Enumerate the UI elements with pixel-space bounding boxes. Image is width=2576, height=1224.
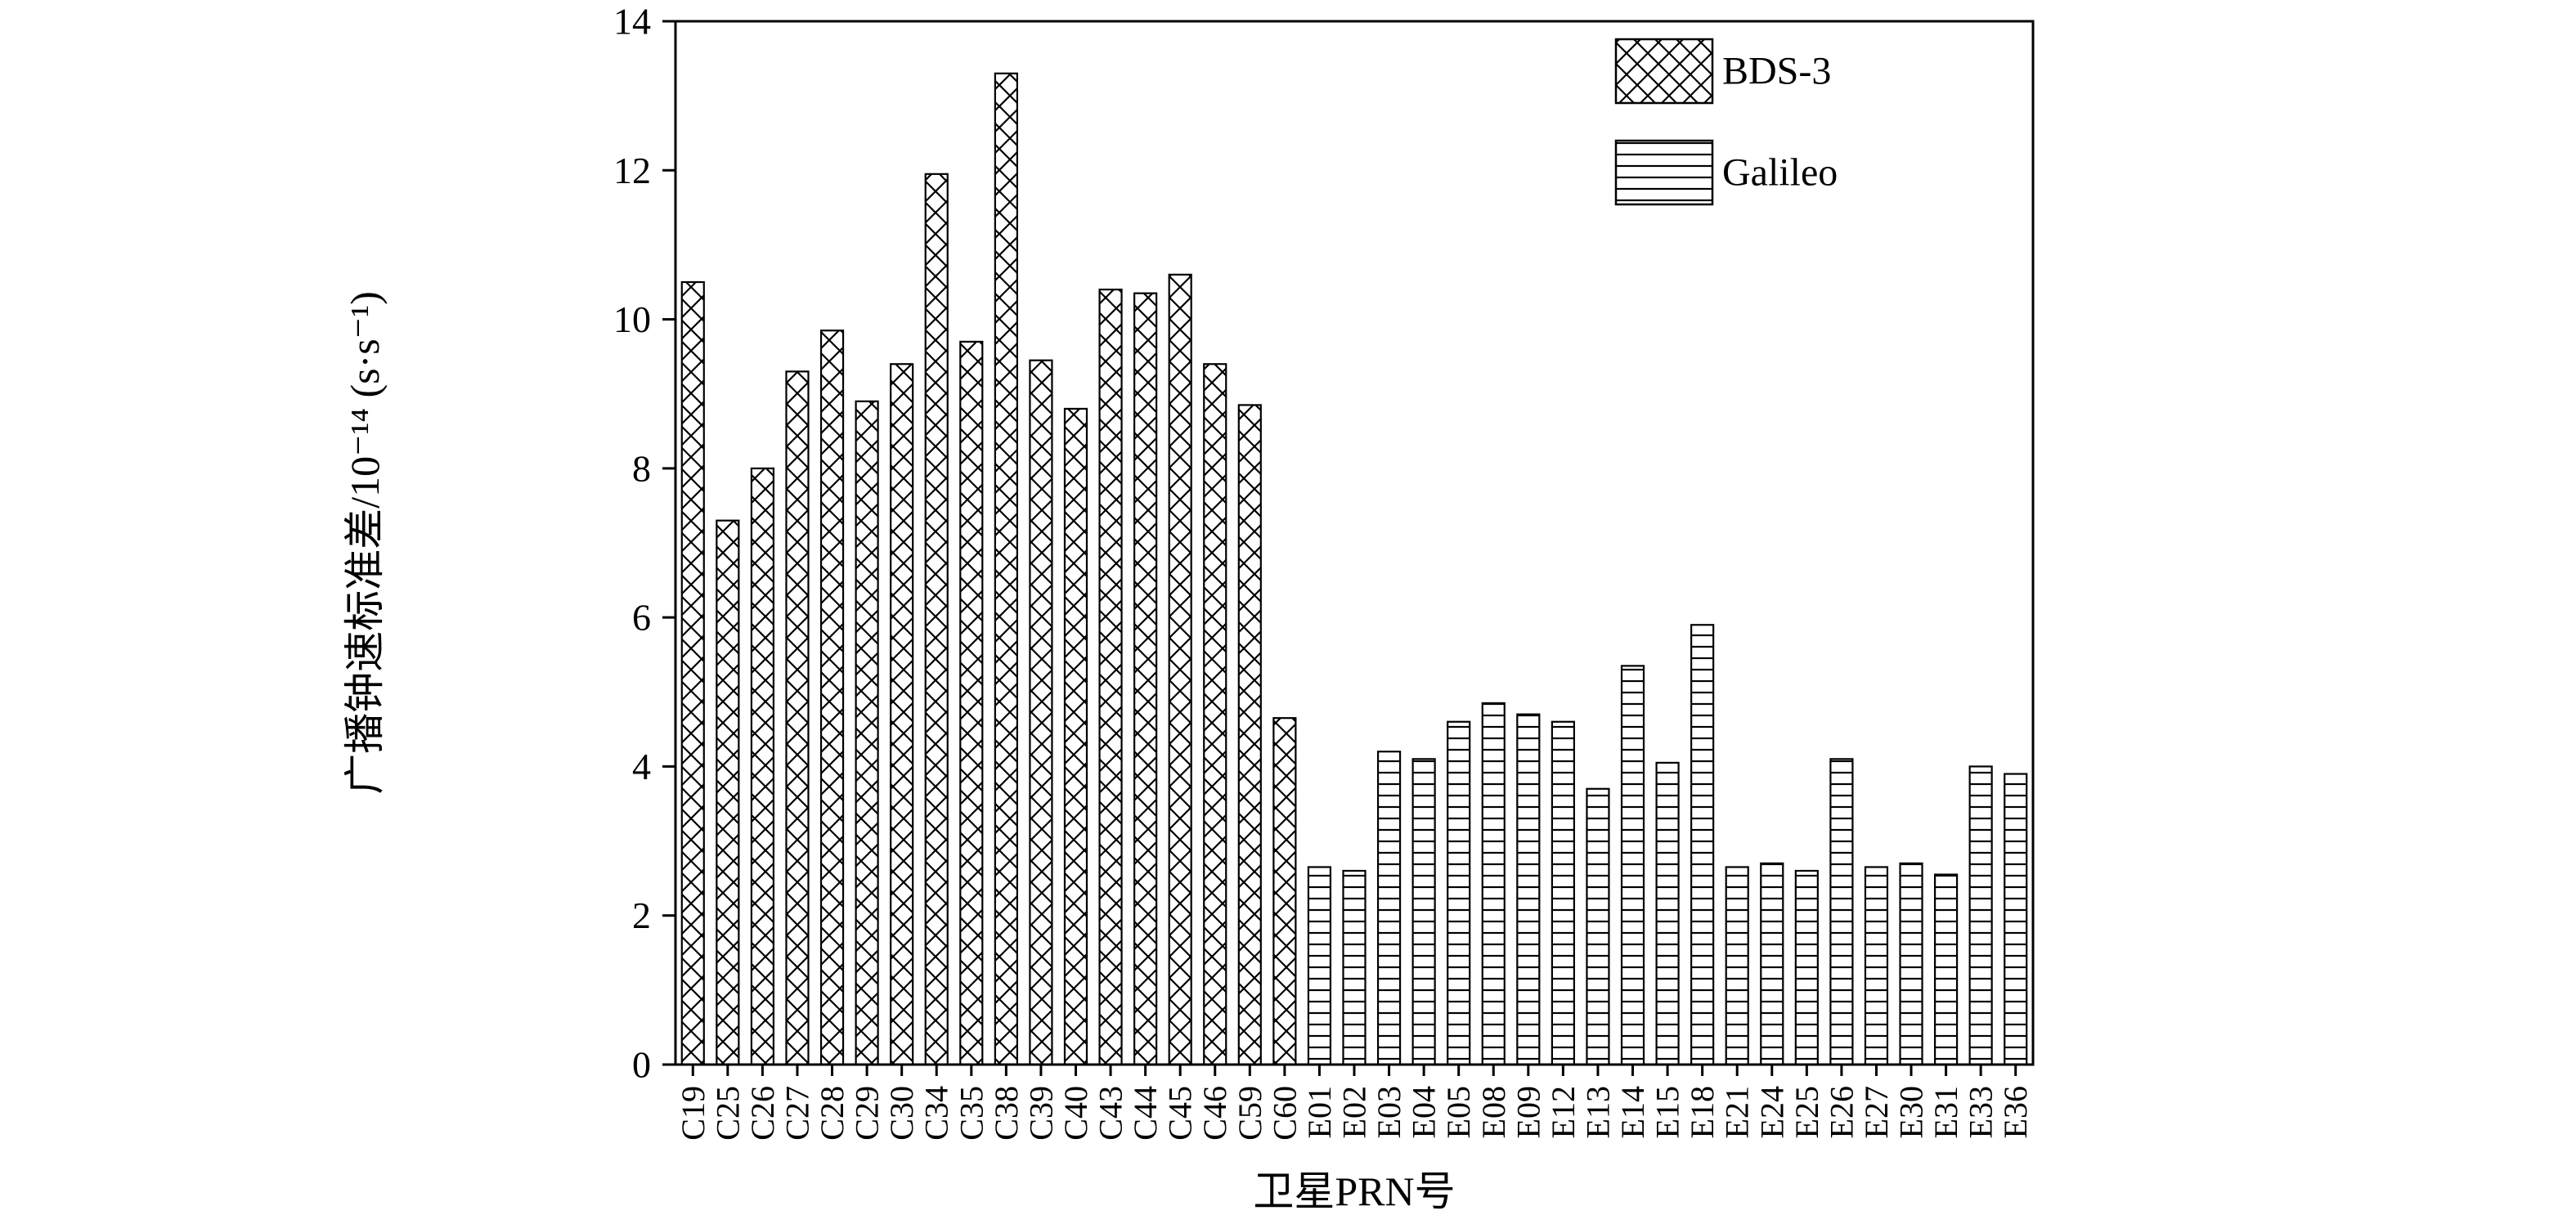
bar-E24 bbox=[1760, 862, 1784, 1066]
bar-E05 bbox=[1447, 720, 1471, 1066]
x-axis-tick-label: C40 bbox=[1057, 1086, 1094, 1141]
x-axis-tick-label: E25 bbox=[1788, 1086, 1825, 1138]
bar-C34 bbox=[924, 173, 949, 1066]
x-axis-tick-label: E05 bbox=[1440, 1086, 1477, 1138]
bar-E18 bbox=[1690, 624, 1715, 1066]
x-axis-tick-label: E13 bbox=[1579, 1086, 1616, 1138]
x-axis-tick-label: E03 bbox=[1371, 1086, 1407, 1138]
x-axis-tick-label: C19 bbox=[675, 1086, 711, 1141]
x-axis-tick-label: C26 bbox=[744, 1086, 781, 1141]
x-axis-tick-label: E04 bbox=[1406, 1086, 1443, 1138]
y-axis-tick-label: 6 bbox=[632, 597, 651, 639]
x-axis-tick-label: C30 bbox=[883, 1086, 920, 1141]
bar-E15 bbox=[1655, 761, 1680, 1066]
x-axis-tick-label: E08 bbox=[1475, 1086, 1512, 1138]
y-axis-tick-label: 2 bbox=[632, 894, 651, 936]
plot-border bbox=[674, 20, 2035, 1066]
x-axis-tick-label: C28 bbox=[814, 1086, 850, 1141]
bar-C27 bbox=[785, 370, 810, 1066]
x-axis-tick-label: E27 bbox=[1858, 1086, 1895, 1138]
legend-swatch-BDS-3 bbox=[1614, 38, 1714, 105]
bar-E26 bbox=[1829, 758, 1854, 1066]
bar-C26 bbox=[750, 467, 775, 1066]
x-axis-title: 卫星PRN号 bbox=[1253, 1168, 1455, 1214]
x-axis-tick-label: E21 bbox=[1719, 1086, 1756, 1138]
bar-E02 bbox=[1342, 869, 1367, 1066]
x-axis-tick-label: E18 bbox=[1684, 1086, 1721, 1138]
bar-C39 bbox=[1029, 359, 1053, 1066]
bar-C43 bbox=[1098, 289, 1123, 1066]
x-axis-tick-label: E24 bbox=[1753, 1086, 1790, 1138]
y-axis-tick-label: 4 bbox=[632, 746, 651, 787]
x-axis-tick-label: C45 bbox=[1162, 1086, 1199, 1141]
bar-E31 bbox=[1933, 873, 1959, 1066]
x-axis-tick-label: C25 bbox=[709, 1086, 746, 1141]
legend-label-BDS-3: BDS-3 bbox=[1722, 50, 1831, 93]
bar-E36 bbox=[2004, 773, 2028, 1066]
bar-C19 bbox=[680, 280, 705, 1066]
bar-C35 bbox=[959, 340, 984, 1066]
y-axis-tick-label: 8 bbox=[632, 447, 651, 489]
x-axis-tick-label: C46 bbox=[1196, 1086, 1233, 1141]
x-axis-tick-label: C35 bbox=[953, 1086, 990, 1141]
x-axis-tick-label: C43 bbox=[1093, 1086, 1129, 1141]
x-axis-tick-label: E14 bbox=[1614, 1086, 1651, 1138]
x-axis-tick-label: C60 bbox=[1266, 1086, 1303, 1141]
bar-E27 bbox=[1864, 866, 1889, 1066]
x-axis-tick-label: E12 bbox=[1545, 1086, 1582, 1138]
x-axis-tick-label: C39 bbox=[1022, 1086, 1059, 1141]
x-axis-tick-label: C34 bbox=[918, 1086, 955, 1141]
x-axis-tick-label: E02 bbox=[1336, 1086, 1373, 1138]
bar-C30 bbox=[890, 363, 914, 1066]
x-axis-tick-label: E15 bbox=[1649, 1086, 1686, 1138]
bar-E14 bbox=[1620, 665, 1645, 1066]
bar-C40 bbox=[1063, 407, 1088, 1066]
y-axis-tick-label: 12 bbox=[613, 150, 651, 191]
x-axis-tick-label: E31 bbox=[1928, 1086, 1964, 1138]
bar-E03 bbox=[1376, 751, 1402, 1066]
bar-E30 bbox=[1899, 862, 1923, 1066]
bar-C60 bbox=[1272, 717, 1297, 1066]
bar-E09 bbox=[1516, 713, 1541, 1066]
y-axis-tick-label: 10 bbox=[613, 298, 651, 340]
legend-swatch-Galileo bbox=[1614, 139, 1714, 206]
x-axis-tick-label: E01 bbox=[1301, 1086, 1338, 1138]
x-axis-tick-label: E30 bbox=[1893, 1086, 1930, 1138]
x-axis-tick-label: E36 bbox=[1997, 1086, 2034, 1138]
y-axis-title: 广播钟速标准差/10⁻¹⁴ (s·s⁻¹) bbox=[342, 291, 388, 794]
y-axis-tick-label: 0 bbox=[632, 1044, 651, 1086]
bar-E33 bbox=[1968, 765, 1993, 1066]
x-axis-tick-label: C27 bbox=[779, 1086, 815, 1141]
y-axis-tick-label: 14 bbox=[613, 1, 651, 43]
legend-label-Galileo: Galileo bbox=[1722, 151, 1838, 195]
bar-C28 bbox=[819, 330, 845, 1066]
bar-C38 bbox=[994, 72, 1018, 1066]
x-axis-tick-label: C38 bbox=[988, 1086, 1025, 1141]
x-axis-tick-label: E33 bbox=[1963, 1086, 1999, 1138]
bar-C25 bbox=[716, 519, 740, 1066]
bar-E13 bbox=[1586, 787, 1610, 1066]
x-axis-tick-label: C29 bbox=[849, 1086, 886, 1141]
bar-C59 bbox=[1237, 404, 1262, 1066]
bar-C44 bbox=[1133, 292, 1158, 1066]
x-axis-tick-label: E09 bbox=[1510, 1086, 1546, 1138]
bar-C45 bbox=[1168, 273, 1192, 1066]
bar-E12 bbox=[1551, 720, 1575, 1066]
bar-E21 bbox=[1725, 866, 1749, 1066]
bar-E04 bbox=[1411, 758, 1436, 1066]
x-axis-tick-label: C44 bbox=[1127, 1086, 1164, 1141]
bar-C46 bbox=[1203, 363, 1227, 1066]
x-axis-tick-label: E26 bbox=[1823, 1086, 1860, 1138]
bar-C29 bbox=[855, 400, 879, 1066]
x-axis-tick-label: C59 bbox=[1232, 1086, 1268, 1141]
bar-E01 bbox=[1307, 866, 1332, 1066]
bar-E25 bbox=[1794, 869, 1819, 1066]
bar-E08 bbox=[1481, 702, 1506, 1066]
